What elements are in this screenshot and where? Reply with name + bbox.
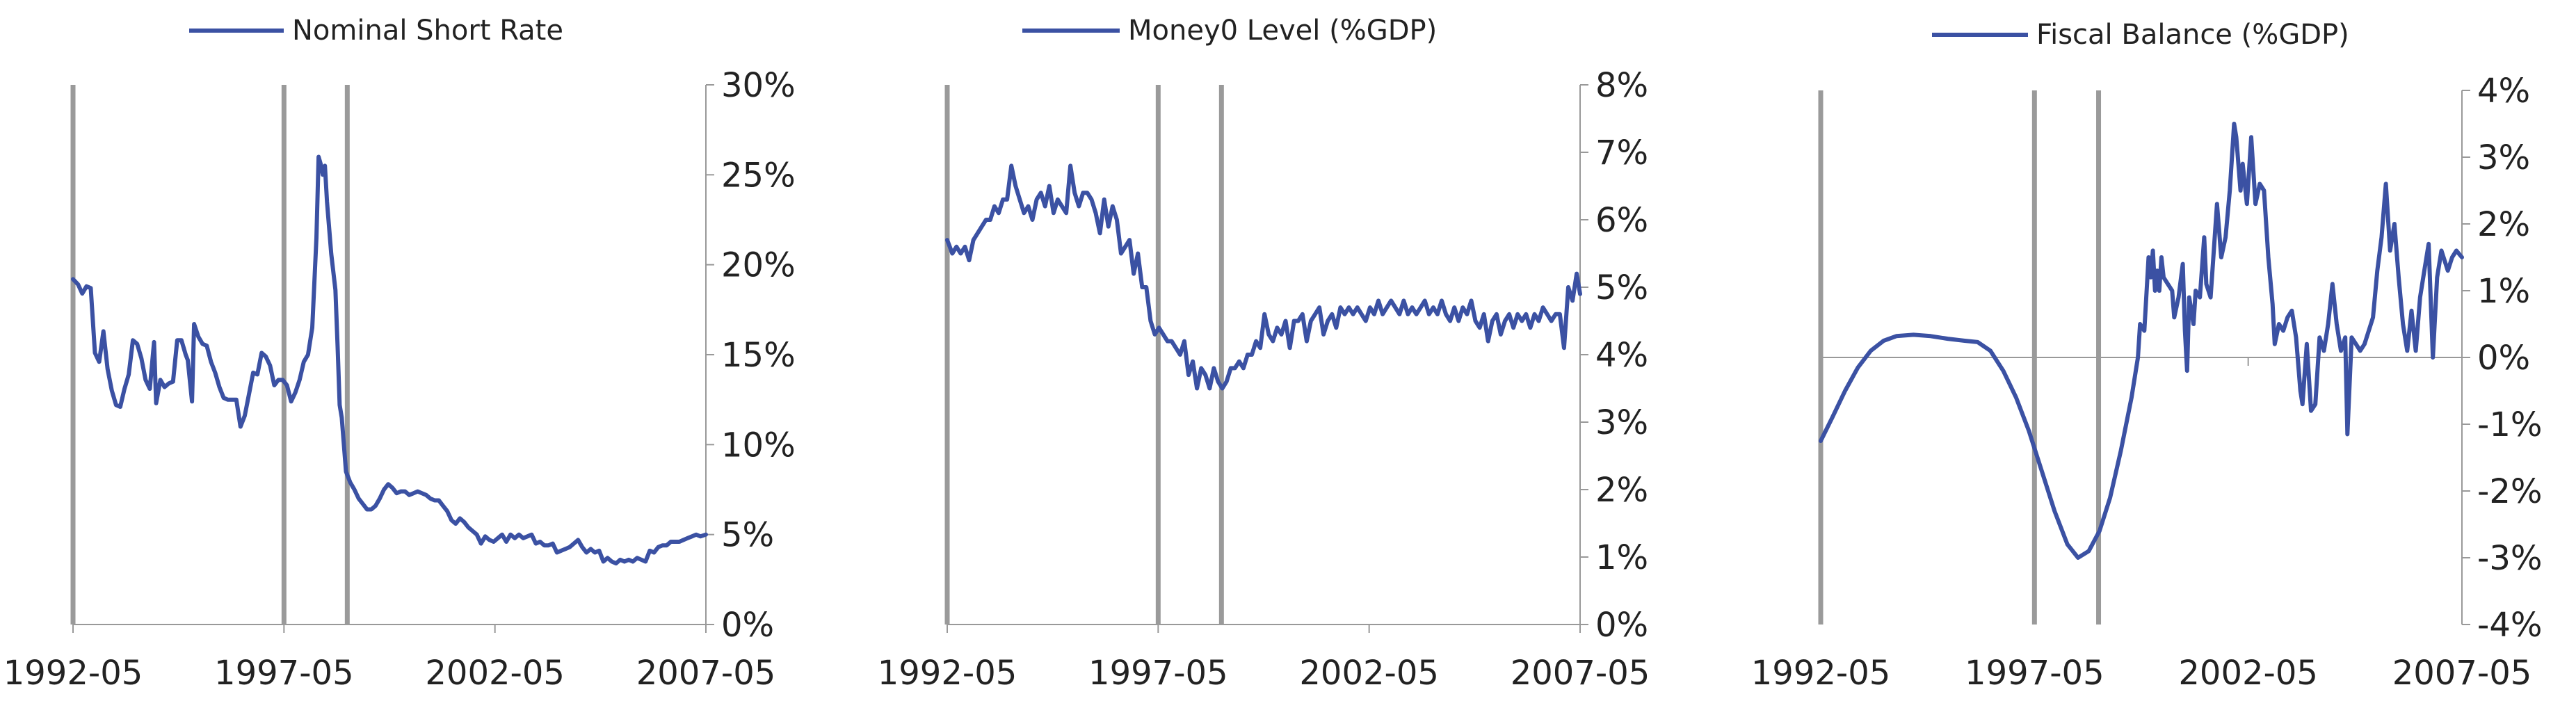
- y-tick-label: 0%: [1595, 606, 1648, 645]
- y-tick-label: 2%: [1595, 471, 1648, 510]
- x-tick-label: 1997-05: [1965, 654, 2104, 693]
- series-line: [1819, 122, 2464, 560]
- legend-label: Nominal Short Rate: [292, 15, 563, 47]
- y-tick-label: 20%: [721, 246, 796, 285]
- y-tick-label: 10%: [721, 426, 796, 465]
- y-tick-label: 0%: [721, 606, 774, 645]
- x-tick-label: 2007-05: [1511, 654, 1650, 693]
- y-tick-label: 4%: [1595, 336, 1648, 375]
- y-tick-label: -2%: [2477, 472, 2542, 511]
- y-tick-label: 15%: [721, 336, 796, 375]
- y-tick-label: 3%: [2477, 138, 2530, 177]
- series-line: [945, 163, 1582, 391]
- y-tick-label: 1%: [2477, 272, 2530, 311]
- x-tick-label: 1997-05: [214, 654, 354, 693]
- y-tick-label: 1%: [1595, 538, 1648, 577]
- y-tick-label: 5%: [1595, 268, 1648, 307]
- y-tick-label: 6%: [1595, 201, 1648, 240]
- y-tick-label: -4%: [2477, 606, 2542, 645]
- y-tick-label: 30%: [721, 66, 796, 105]
- chart-nominal-short-rate: Nominal Short Rate 0% 5% 10% 15% 20% 25% 30% 199…: [3, 15, 796, 693]
- legend-label: Money0 Level (%GDP): [1128, 15, 1437, 47]
- y-tick-label: 5%: [721, 516, 774, 555]
- y-tick-label: 25%: [721, 156, 796, 195]
- y-tick-label: 8%: [1595, 66, 1648, 105]
- y-tick-label: -1%: [2477, 405, 2542, 444]
- y-tick-label: 7%: [1595, 134, 1648, 172]
- x-tick-label: 2002-05: [2178, 654, 2318, 693]
- x-tick-label: 1992-05: [3, 654, 143, 693]
- x-tick-label: 1992-05: [1751, 654, 1891, 693]
- x-tick-label: 2002-05: [1299, 654, 1439, 693]
- y-tick-label: -3%: [2477, 539, 2542, 578]
- y-tick-label: 2%: [2477, 205, 2530, 244]
- x-tick-label: 1992-05: [878, 654, 1017, 693]
- y-tick-label: 0%: [2477, 339, 2530, 378]
- y-tick-label: 3%: [1595, 403, 1648, 442]
- chart-money0-level: Money0 Level (%GDP) 0% 1% 2% 3% 4% 5% 6% 7% 8% 199…: [878, 15, 1650, 693]
- chart-fiscal-balance: Fiscal Balance (%GDP) -4% -3% -2% -1% 0% 1% 2% 3…: [1751, 19, 2543, 693]
- y-tick-label: 4%: [2477, 72, 2530, 111]
- x-tick-label: 2007-05: [636, 654, 776, 693]
- series-line: [71, 154, 708, 566]
- x-tick-label: 2007-05: [2392, 654, 2532, 693]
- x-tick-label: 2002-05: [425, 654, 565, 693]
- legend-label: Fiscal Balance (%GDP): [2036, 19, 2349, 51]
- x-tick-label: 1997-05: [1088, 654, 1228, 693]
